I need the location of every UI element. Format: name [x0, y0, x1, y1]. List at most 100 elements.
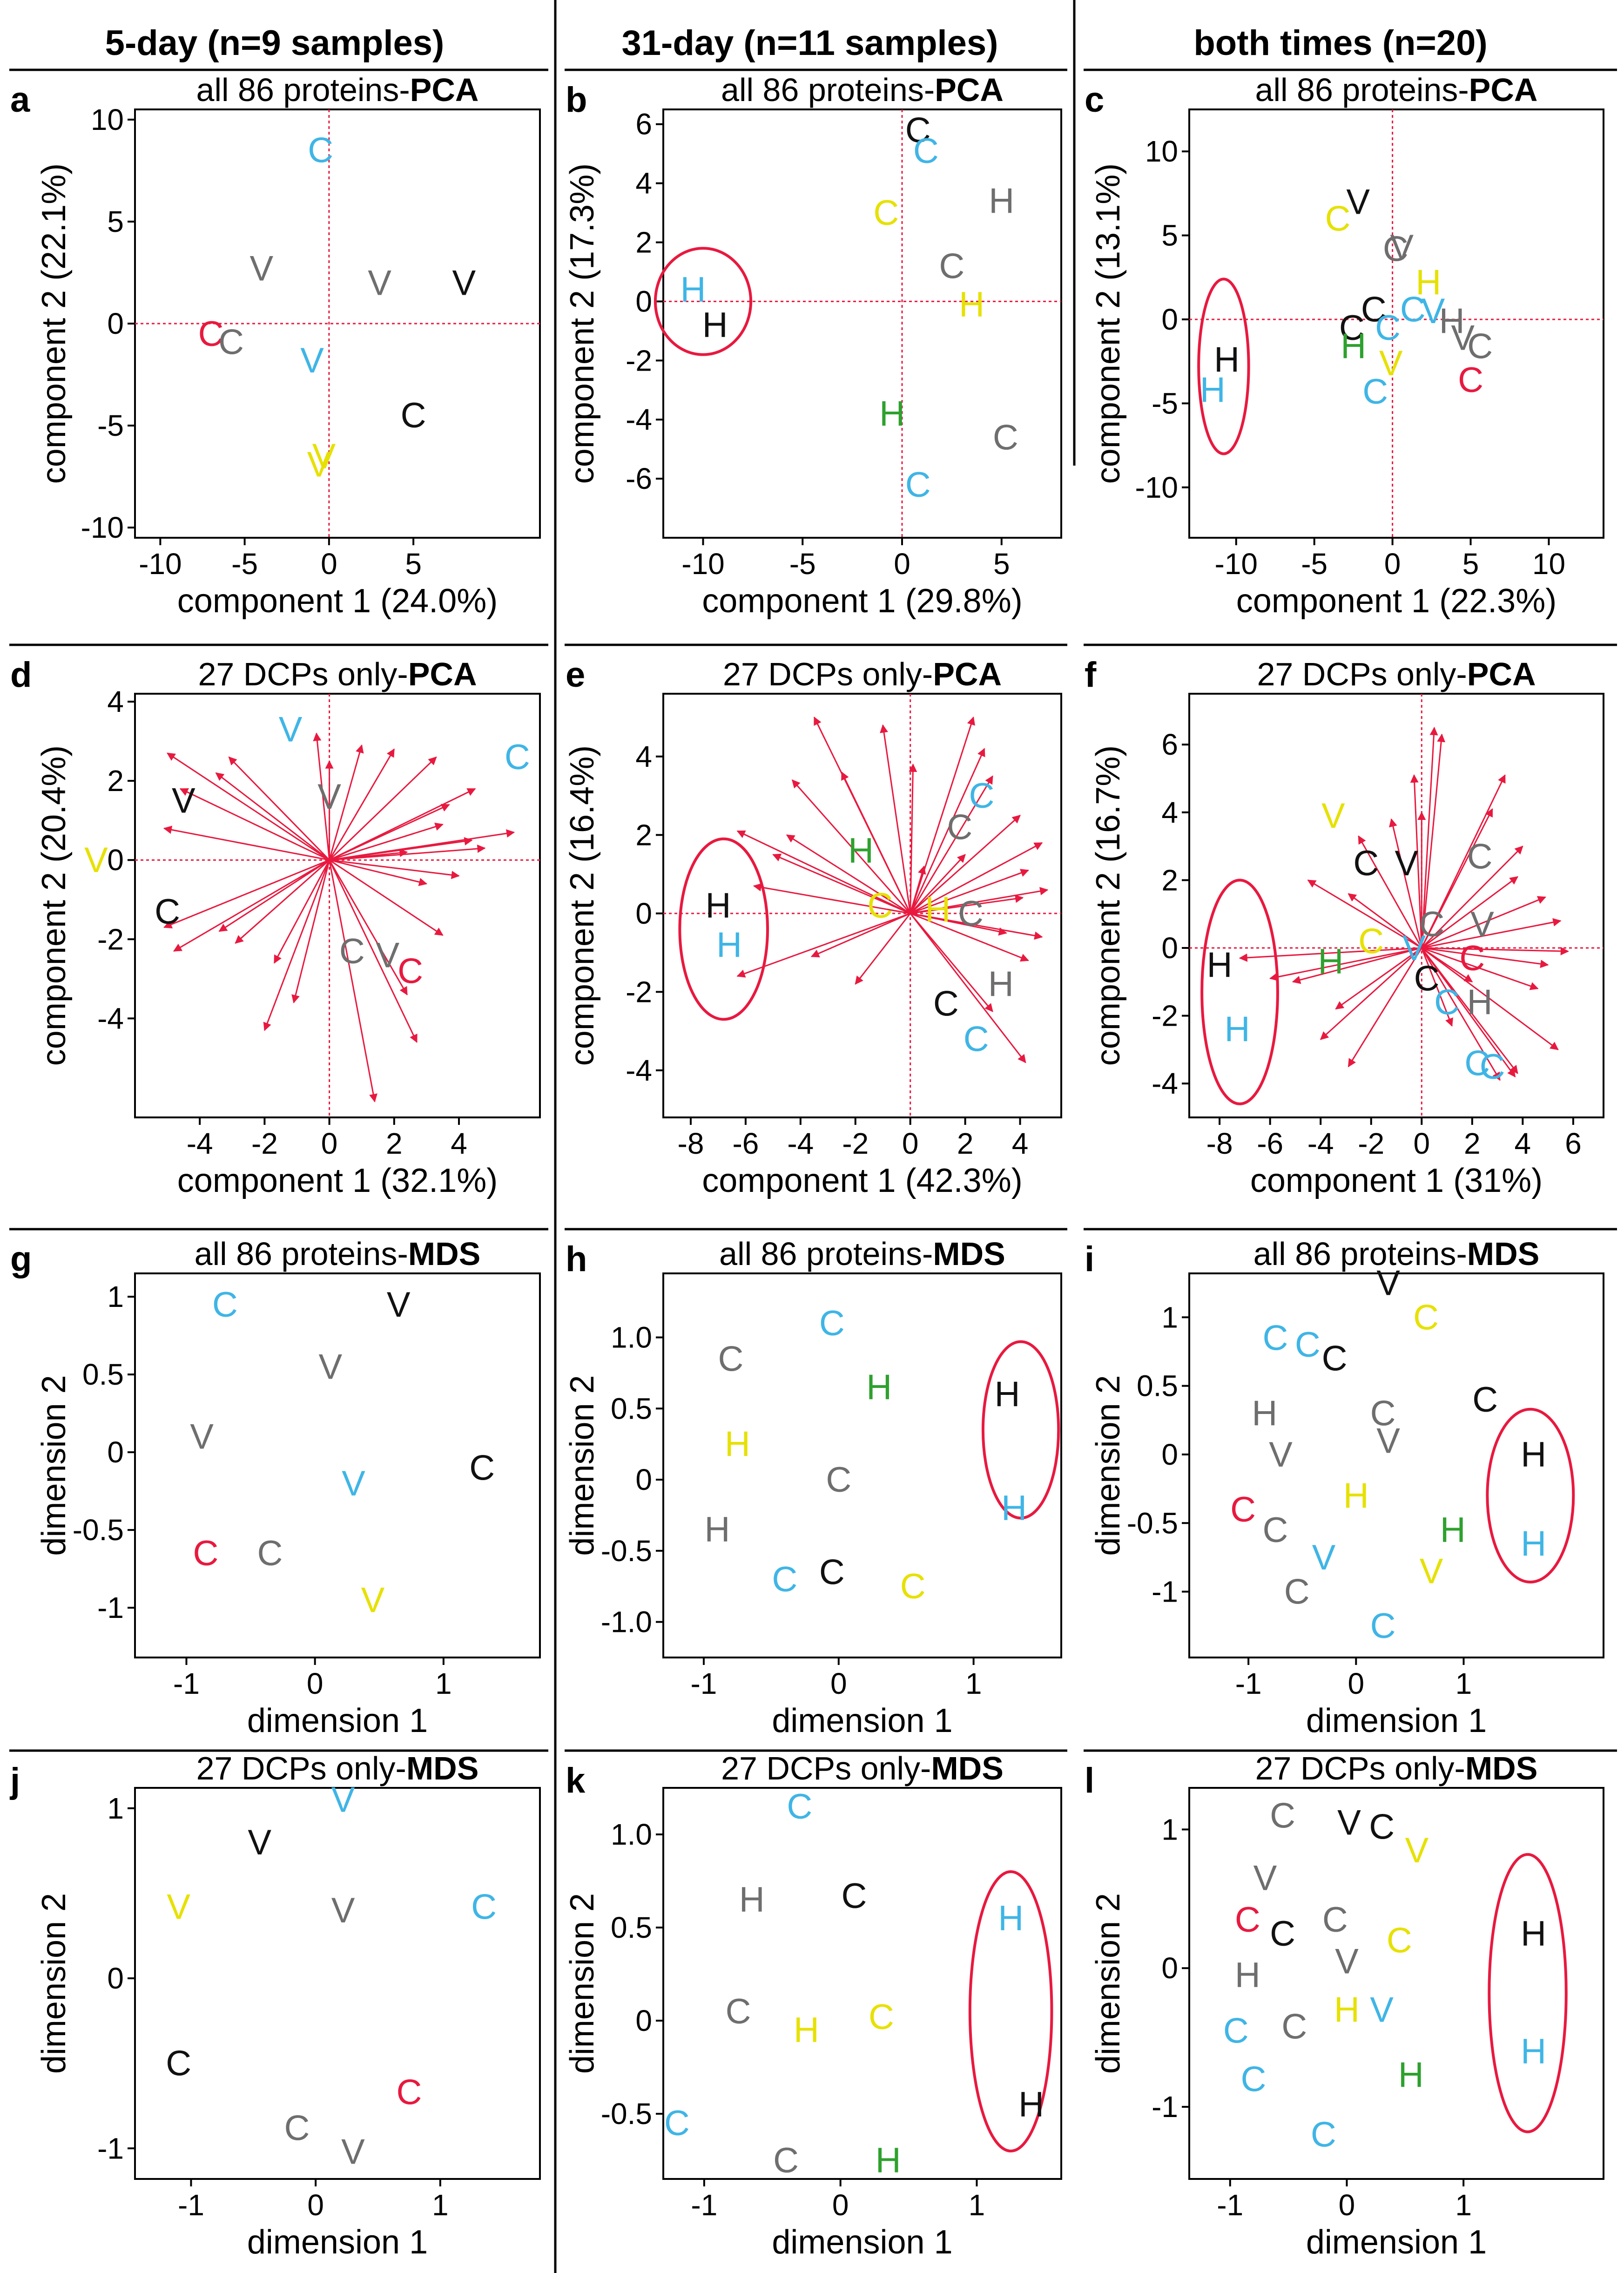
x-tick-label: -2	[1358, 1127, 1384, 1160]
sample-point-C: C	[933, 984, 959, 1024]
y-tick-label: -0.5	[601, 1534, 652, 1568]
y-axis-label: component 2 (22.1%)	[35, 163, 73, 484]
x-tick-label: -1	[690, 1667, 717, 1700]
panel-title-plain: all 86 proteins-	[1255, 72, 1469, 108]
loading-arrow	[791, 779, 911, 914]
loading-arrow	[910, 887, 1049, 914]
y-tick-label: 0	[1161, 931, 1178, 965]
panel-letter: d	[10, 655, 32, 695]
panel-title-plain: 27 DCPs only-	[1255, 1750, 1465, 1786]
panel-d: d 27 DCPs only-PCA-4 -2 0 2 4420-2-4component…	[9, 643, 548, 1199]
y-tick-label: 10	[1145, 135, 1178, 168]
y-tick-label: -1	[97, 2131, 124, 2165]
panel-title-bold: MDS	[1467, 1236, 1540, 1272]
sample-point-V: V	[190, 1417, 214, 1457]
sample-point-V: V	[1402, 928, 1426, 968]
loading-arrow	[163, 859, 330, 928]
x-axis-label: dimension 1	[772, 2224, 952, 2261]
sample-point-V: V	[1376, 1421, 1400, 1461]
sample-point-C: C	[1281, 2007, 1307, 2046]
panel-l: l 27 DCPs only-MDS -1 0 1 1 0 -1 dimension 1 dime…	[1084, 1749, 1617, 2261]
x-tick-label: 4	[1515, 1127, 1531, 1160]
sample-point-H: H	[1440, 1510, 1466, 1550]
sample-point-C: C	[1235, 1900, 1260, 1940]
x-tick-label: -1	[1217, 2188, 1243, 2222]
loading-arrow	[215, 772, 330, 861]
sample-point-C: C	[939, 246, 964, 286]
loading-arrow	[910, 913, 1029, 962]
loading-arrow	[329, 748, 395, 860]
sample-point-C: C	[905, 110, 931, 150]
sample-point-C: C	[1472, 1380, 1498, 1420]
sample-point-H: H	[704, 1510, 730, 1549]
sample-point-C: C	[1383, 229, 1408, 269]
sample-point-C: C	[1413, 1298, 1439, 1337]
sample-point-H: H	[1439, 302, 1465, 341]
panel-letter: g	[10, 1239, 32, 1279]
panel-title: all 86 proteins-MDS	[1253, 1236, 1540, 1272]
sample-point-V: V	[1405, 1831, 1429, 1870]
sample-point-C: C	[166, 2044, 191, 2084]
y-axis-label: component 2 (17.3%)	[564, 163, 601, 484]
plot-frame	[1188, 108, 1604, 539]
sample-point-C: C	[401, 396, 426, 435]
y-tick-label: 5	[1161, 219, 1178, 252]
sample-point-H: H	[1235, 1955, 1260, 1995]
column-header-2: 31-day (n=11 samples)	[622, 23, 998, 63]
y-tick-label: 0	[1161, 1438, 1178, 1471]
panel-title-bold: MDS	[1465, 1750, 1538, 1786]
sample-point-C: C	[1459, 939, 1485, 978]
x-tick-label: 0	[902, 1127, 919, 1160]
panel-title: 27 DCPs only-PCA	[198, 656, 477, 692]
sample-point-C: C	[773, 2141, 799, 2180]
sample-point-C: C	[398, 951, 423, 991]
sample-point-V: V	[312, 437, 336, 476]
loading-arrow	[753, 883, 910, 914]
x-tick-label: 5	[993, 547, 1010, 581]
y-tick-label: 2	[635, 226, 652, 259]
panel-i: i all 86 proteins-MDS -1 0 1 1 0.5 0 -0.5 -1 dimen…	[1084, 1228, 1617, 1739]
sample-point-C: C	[1467, 327, 1493, 366]
sample-point-V: V	[1269, 1435, 1293, 1475]
x-tick-label: -4	[787, 1127, 814, 1160]
x-tick-label: 0	[321, 547, 337, 581]
sample-point-C: C	[826, 1460, 851, 1500]
sample-point-H: H	[866, 1367, 892, 1407]
loading-arrow	[909, 763, 917, 913]
loading-arrow	[1269, 947, 1422, 981]
sample-point-V: V	[84, 840, 108, 880]
loading-arrow	[329, 859, 460, 879]
loading-arrow	[1389, 818, 1422, 948]
loading-arrow	[263, 859, 330, 1031]
loading-arrow	[1421, 808, 1493, 948]
y-tick-label: 0	[107, 1435, 124, 1469]
x-tick-label: -10	[139, 547, 182, 581]
plot-frame	[134, 1787, 541, 2180]
loading-arrow	[1422, 947, 1569, 955]
y-tick-label: -4	[1152, 1067, 1178, 1100]
panel-letter: j	[9, 1761, 20, 1800]
sample-point-V: V	[331, 1891, 355, 1930]
panel-title-plain: 27 DCPs only-	[721, 1750, 931, 1786]
loading-arrow	[329, 822, 444, 861]
panel-title-bold: MDS	[933, 1236, 1005, 1272]
loading-arrow	[910, 866, 926, 914]
loading-arrow	[329, 859, 428, 886]
sample-point-C: C	[867, 886, 893, 926]
sample-point-C: C	[1311, 2115, 1336, 2155]
sample-point-C: C	[257, 1534, 283, 1573]
sample-point-C: C	[1270, 1796, 1295, 1836]
loading-arrow	[329, 859, 377, 1103]
sample-point-H: H	[1521, 1435, 1546, 1475]
x-tick-label: 5	[1462, 547, 1479, 581]
sample-point-H: H	[705, 886, 731, 926]
x-tick-label: 5	[405, 547, 422, 581]
y-tick-label: 2	[635, 818, 652, 852]
loading-arrow	[786, 834, 911, 914]
sample-point-V: V	[376, 935, 400, 975]
x-tick-label: -4	[1307, 1127, 1334, 1160]
x-axis-label: dimension 1	[1306, 2224, 1487, 2261]
panel-letter: h	[566, 1239, 587, 1279]
plot-frame	[134, 1272, 541, 1658]
sample-point-V: V	[331, 1780, 355, 1820]
